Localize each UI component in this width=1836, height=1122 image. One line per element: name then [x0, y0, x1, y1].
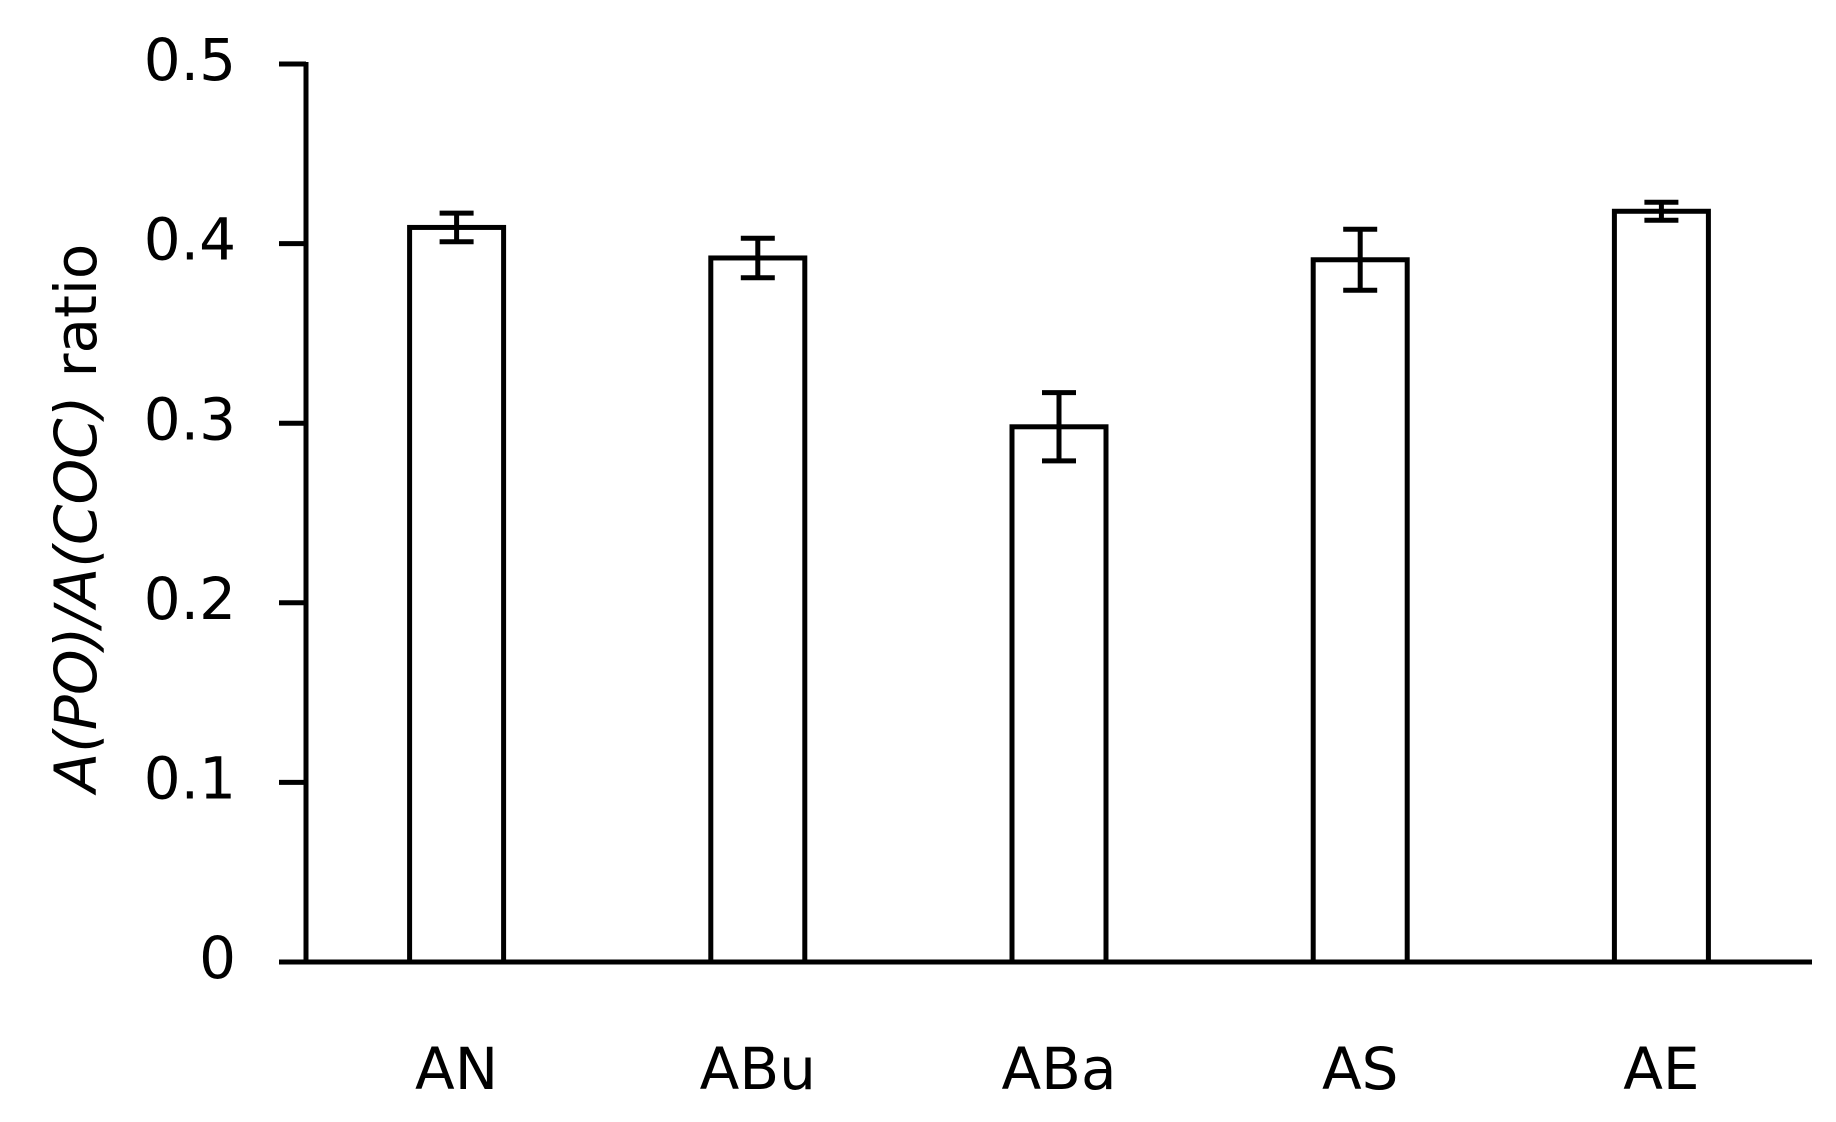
bar	[1611, 208, 1711, 965]
x-tick-label: ABa	[1001, 1035, 1116, 1103]
bar	[1009, 424, 1109, 965]
x-tick-label: AN	[415, 1035, 498, 1103]
y-label-plain: ratio	[42, 244, 110, 378]
x-tick-label: AS	[1322, 1035, 1399, 1103]
y-tick-label: 0.3	[144, 385, 236, 453]
y-axis-label: A(PO)/A(COC) ratio	[42, 244, 110, 797]
y-tick-label: 0	[199, 924, 236, 992]
y-label-italic: A(PO)/A(COC)	[42, 396, 110, 797]
y-tick-label: 0.2	[144, 565, 236, 633]
bar	[1310, 257, 1410, 965]
y-tick-label: 0.5	[144, 26, 236, 94]
y-tick-label: 0.4	[144, 206, 236, 274]
bar	[407, 224, 507, 965]
x-tick-label: AE	[1623, 1035, 1699, 1103]
y-tick-label: 0.1	[144, 745, 236, 813]
x-tick-label: ABu	[700, 1035, 816, 1103]
bar	[708, 255, 808, 965]
